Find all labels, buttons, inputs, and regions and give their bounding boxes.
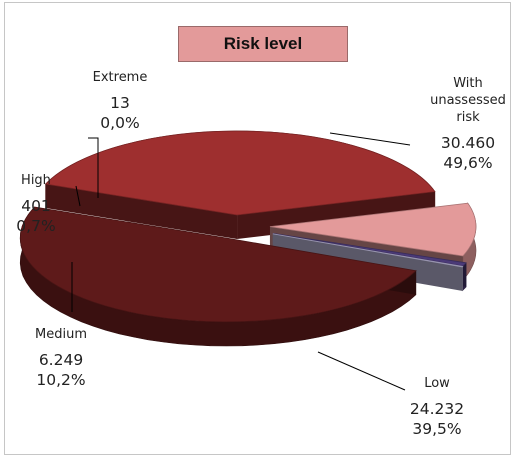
label-extreme-name: Extreme [92, 70, 148, 85]
label-unassessed-line3: risk [456, 109, 480, 125]
label-extreme: Extreme 13 0,0% [82, 70, 158, 133]
label-low-value: 24.232 [409, 399, 465, 418]
label-high-percent: 0,7% [16, 217, 56, 236]
label-medium-percent: 10,2% [36, 371, 86, 390]
leader-high [75, 185, 81, 207]
label-extreme-percent: 0,0% [100, 114, 140, 133]
label-high: High 401 0,7% [10, 173, 62, 236]
label-medium-name: Medium [35, 327, 87, 342]
label-low-name: Low [424, 376, 450, 391]
label-medium-value: 6.249 [38, 350, 84, 369]
label-unassessed-percent: 49,6% [443, 153, 493, 172]
label-extreme-value: 13 [110, 93, 130, 112]
leader-unassessed [329, 132, 411, 146]
label-unassessed-line1: With [453, 76, 483, 91]
slice-low [44, 130, 436, 216]
slice-high [273, 232, 467, 267]
slice-unassessed [19, 206, 417, 323]
label-unassessed: With unassessed risk 30.460 49,6% [428, 76, 508, 173]
label-low: Low 24.232 39,5% [392, 376, 482, 439]
leader-extreme [88, 137, 99, 198]
label-unassessed-line2: unassessed [430, 92, 506, 108]
chart-title: Risk level [178, 26, 348, 62]
label-low-percent: 39,5% [412, 420, 462, 439]
slice-extreme [272, 233, 464, 268]
label-high-name: High [21, 173, 51, 188]
slice-medium [269, 202, 477, 257]
label-medium: Medium 6.249 10,2% [16, 327, 106, 390]
label-high-value: 401 [21, 196, 51, 215]
label-unassessed-value: 30.460 [440, 133, 496, 152]
leader-low [317, 351, 406, 391]
